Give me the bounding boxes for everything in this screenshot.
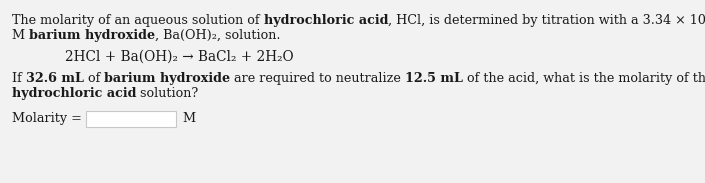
Text: of: of — [84, 72, 104, 85]
Text: M: M — [12, 29, 29, 42]
Text: solution?: solution? — [137, 87, 199, 100]
Text: barium hydroxide: barium hydroxide — [29, 29, 155, 42]
Text: hydrochloric acid: hydrochloric acid — [12, 87, 137, 100]
Bar — [86, 111, 176, 127]
Text: barium hydroxide: barium hydroxide — [104, 72, 231, 85]
Text: If: If — [12, 72, 26, 85]
Text: , HCl, is determined by titration with a 3.34 × 10: , HCl, is determined by titration with a… — [388, 14, 705, 27]
Text: M: M — [179, 112, 196, 125]
Text: 2HCl + Ba(OH)₂ → BaCl₂ + 2H₂O: 2HCl + Ba(OH)₂ → BaCl₂ + 2H₂O — [65, 50, 293, 64]
Text: are required to neutralize: are required to neutralize — [231, 72, 405, 85]
Text: of the acid, what is the molarity of the: of the acid, what is the molarity of the — [463, 72, 705, 85]
Text: The molarity of an aqueous solution of: The molarity of an aqueous solution of — [12, 14, 264, 27]
Text: , Ba(OH)₂, solution.: , Ba(OH)₂, solution. — [155, 29, 281, 42]
Text: hydrochloric acid: hydrochloric acid — [264, 14, 388, 27]
Text: Molarity =: Molarity = — [12, 112, 86, 125]
Text: 12.5 mL: 12.5 mL — [405, 72, 463, 85]
Text: 32.6 mL: 32.6 mL — [26, 72, 84, 85]
